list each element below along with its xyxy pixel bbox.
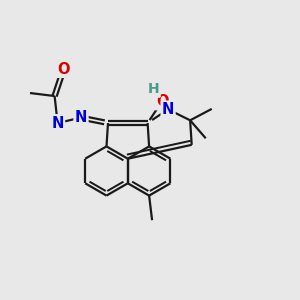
- Text: O: O: [156, 94, 168, 109]
- Text: H: H: [148, 82, 159, 96]
- Text: N: N: [75, 110, 87, 125]
- Text: N: N: [51, 116, 64, 130]
- Text: O: O: [57, 61, 70, 76]
- Text: N: N: [162, 102, 174, 117]
